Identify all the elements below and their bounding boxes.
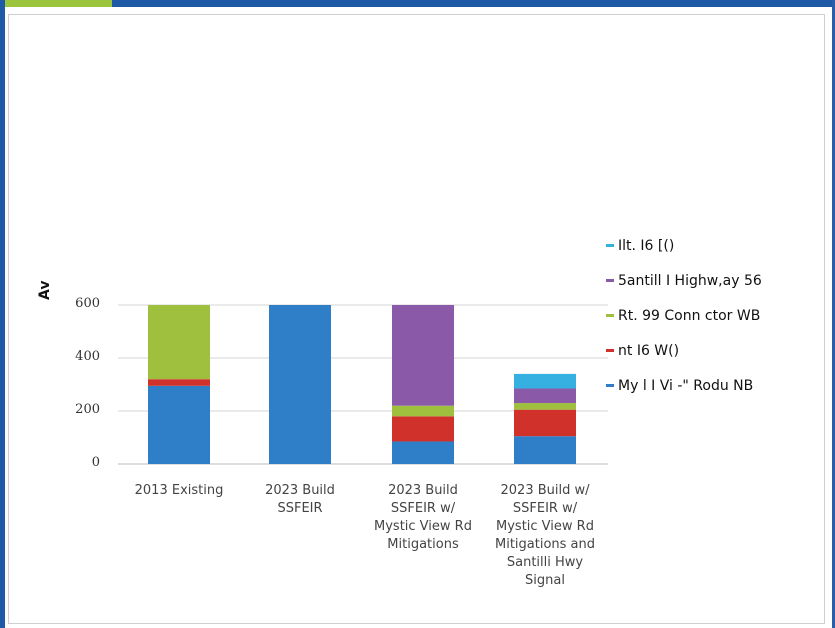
- x-category-label: 2023 Build SSFEIR w/Mystic View Rd Mitigat…: [358, 482, 488, 554]
- x-category-label: 2023 Build w/SSFEIR w/Mystic View Rd Miti…: [480, 482, 610, 590]
- legend-label: Rt. 99 Conn ctor WB: [618, 307, 761, 324]
- bar-segment: [392, 416, 454, 442]
- y-tick-label: 600: [75, 296, 100, 311]
- x-category-line: Mystic View Rd: [374, 519, 472, 534]
- legend-swatch: [606, 384, 614, 387]
- legend-item: 5antill I Highw,ay 56: [606, 267, 834, 294]
- legend-label: 5antill I Highw,ay 56: [618, 272, 762, 289]
- bar-segment: [514, 388, 576, 404]
- x-category-line: Mitigations and: [494, 537, 596, 552]
- x-category-line: SSFEIR w/: [390, 501, 456, 516]
- x-category-line: 2023 Build w/: [500, 483, 590, 498]
- legend-swatch: [606, 279, 614, 282]
- legend-item: Ilt. I6 [(): [606, 232, 834, 259]
- bar-segment: [514, 409, 576, 437]
- x-category-label: 2023 Build SSFEIR: [235, 482, 365, 518]
- bar-segment: [514, 436, 576, 464]
- x-category-label: 2013 Existing: [114, 482, 244, 500]
- x-category-line: Signal: [525, 573, 565, 588]
- legend-label: Ilt. I6 [(): [618, 237, 675, 254]
- legend-swatch: [606, 349, 614, 352]
- y-axis-label: Av: [37, 280, 53, 300]
- legend-item: Rt. 99 Conn ctor WB: [606, 302, 834, 329]
- legend-item: nt I6 W(): [606, 337, 834, 364]
- x-category-line: SSFEIR: [277, 501, 323, 516]
- bar-segment: [392, 441, 454, 464]
- chart-frame: [8, 14, 825, 624]
- y-tick-label: 0: [91, 455, 100, 470]
- slide-right-edge: [832, 0, 835, 628]
- legend-item: My l I Vi -" Rodu NB: [606, 372, 834, 399]
- bar-segment: [148, 379, 210, 386]
- x-category-line: 2013 Existing: [134, 483, 224, 498]
- y-tick-label: 400: [75, 349, 100, 364]
- legend-label: My l I Vi -" Rodu NB: [618, 377, 754, 394]
- bar-segment: [514, 373, 576, 389]
- x-category-line: Mitigations: [387, 537, 459, 552]
- x-category-line: 2023 Build: [265, 483, 335, 498]
- y-tick-label: 200: [75, 402, 100, 417]
- chart-legend: Ilt. I6 [() 5antill I Highw,ay 56 Rt. 99 C…: [606, 232, 834, 407]
- bar-segment: [269, 305, 331, 464]
- x-category-line: SSFEIR w/: [512, 501, 578, 516]
- x-category-line: Santilli Hwy: [506, 555, 584, 570]
- bar-segment: [392, 305, 454, 406]
- bar-segment: [392, 405, 454, 417]
- slide-left-bar: [0, 0, 5, 628]
- bar-segment: [148, 385, 210, 464]
- legend-swatch: [606, 314, 614, 317]
- legend-swatch: [606, 244, 614, 247]
- slide-top-accent: [0, 0, 112, 7]
- bar-segment: [514, 403, 576, 410]
- x-category-line: 2023 Build: [388, 483, 458, 498]
- bar-segment: [148, 305, 210, 380]
- legend-label: nt I6 W(): [618, 342, 680, 359]
- slide-top-bar: [0, 0, 835, 7]
- x-category-line: Mystic View Rd: [496, 519, 594, 534]
